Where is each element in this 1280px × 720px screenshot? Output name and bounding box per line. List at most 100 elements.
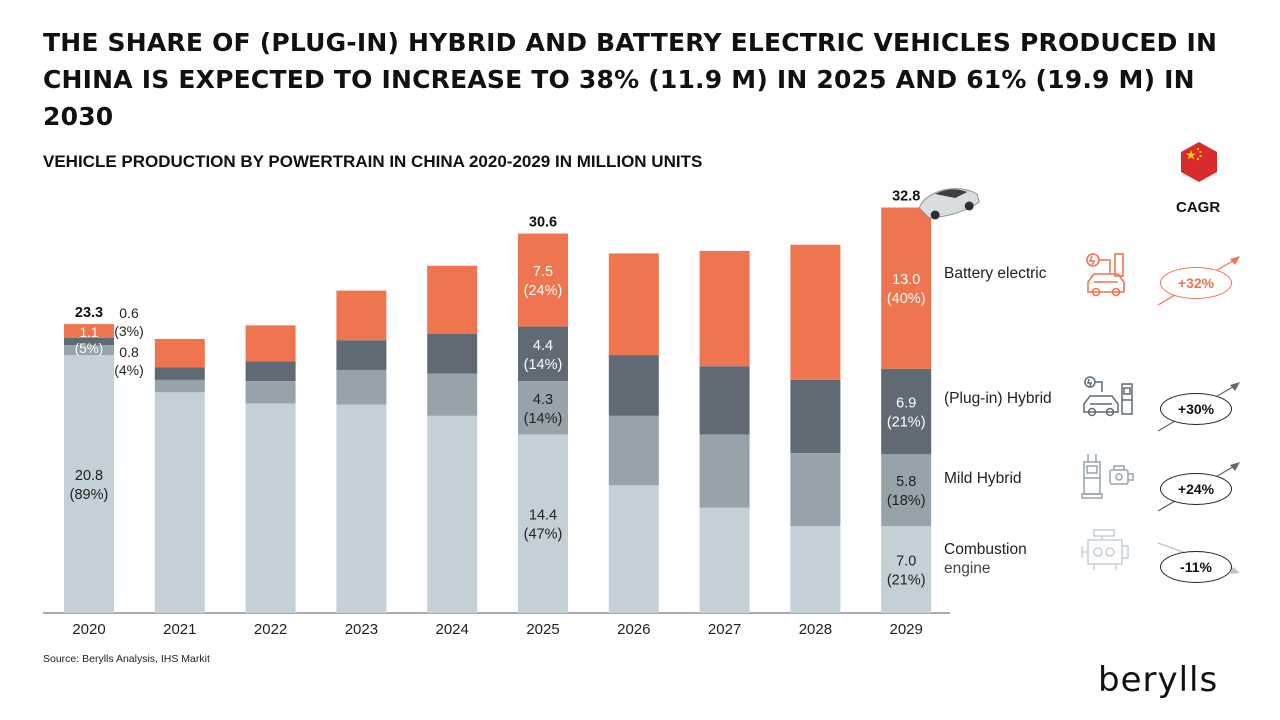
bar-segment-2026-combustion-engine bbox=[608, 485, 659, 613]
car-wheel-icon bbox=[930, 210, 940, 220]
data-label-pct-2025-1: (14%) bbox=[524, 411, 563, 427]
bar-segment-2020-combustion-engine bbox=[64, 355, 114, 613]
legend-label-mhev: Mild Hybrid bbox=[944, 469, 1022, 488]
bar-segment-2024-mild-hybrid bbox=[427, 373, 478, 416]
data-label-2020-0: 20.8 bbox=[75, 468, 103, 484]
bar-segment-2027-mild-hybrid bbox=[699, 434, 750, 508]
x-tick-2022: 2022 bbox=[254, 621, 287, 638]
bar-segment-2029-battery-electric bbox=[881, 207, 932, 369]
bar-segment-2028-battery-electric bbox=[790, 244, 841, 380]
data-label-2025-0: 14.4 bbox=[529, 508, 557, 524]
bar-segment-2029-combustion-engine bbox=[881, 526, 932, 613]
bar-segment-2020-battery-electric bbox=[64, 324, 114, 338]
legend-text-ice: Combustion bbox=[944, 541, 1027, 558]
bar-segment-2021-battery-electric bbox=[154, 338, 205, 368]
data-label-pct-2029-3: (40%) bbox=[887, 291, 926, 307]
data-label-2029-3: 13.0 bbox=[892, 272, 920, 288]
chart-subtitle: VEHICLE PRODUCTION BY POWERTRAIN IN CHIN… bbox=[43, 152, 703, 171]
bar-segment-2025-combustion-engine bbox=[518, 434, 568, 613]
data-label-2029-0: 7.0 bbox=[896, 554, 916, 570]
bar-segment-2028-mild-hybrid bbox=[790, 453, 841, 527]
x-tick-2021: 2021 bbox=[163, 621, 196, 638]
data-label-pct-2029-2: (21%) bbox=[887, 415, 926, 431]
berylls-logo: berylls bbox=[1098, 660, 1219, 700]
data-label-pct-2029-0: (21%) bbox=[887, 573, 926, 589]
cagr-badge-ice: -11% bbox=[1160, 551, 1232, 583]
data-label-pct-2025-0: (47%) bbox=[524, 527, 563, 543]
data-label-2025-2: 4.4 bbox=[533, 338, 553, 354]
data-label-2025-1: 4.3 bbox=[533, 392, 553, 408]
bar-segment-2028-plug-in-hybrid bbox=[790, 379, 841, 454]
bar-segment-2028-combustion-engine bbox=[790, 526, 841, 613]
bar-segment-2021-combustion-engine bbox=[154, 392, 205, 613]
x-tick-2020: 2020 bbox=[72, 621, 105, 638]
bar-segment-2021-mild-hybrid bbox=[154, 379, 205, 393]
data-label-2029-1: 5.8 bbox=[896, 474, 916, 490]
data-label-pct-2025-2: (14%) bbox=[524, 357, 563, 373]
x-tick-2026: 2026 bbox=[617, 621, 650, 638]
data-label-2029-2: 6.9 bbox=[896, 396, 916, 412]
page-title: THE SHARE OF (PLUG-IN) HYBRID AND BATTER… bbox=[43, 28, 1218, 131]
bar-segment-2026-plug-in-hybrid bbox=[608, 355, 659, 416]
bar-segment-2022-combustion-engine bbox=[245, 403, 296, 613]
ev-charger-icon bbox=[1080, 250, 1132, 305]
data-label-2025-3: 7.5 bbox=[533, 264, 553, 280]
bar-segment-2023-battery-electric bbox=[336, 290, 387, 341]
car-window-icon bbox=[935, 189, 968, 198]
data-label-pct-2020-bev: (5%) bbox=[75, 341, 104, 356]
bar-segment-2029-plug-in-hybrid bbox=[881, 368, 932, 455]
bar-segment-2023-combustion-engine bbox=[336, 404, 387, 613]
cagr-badge-phev: +30% bbox=[1160, 393, 1232, 425]
bar-segment-2022-battery-electric bbox=[245, 325, 296, 362]
bar-segment-2029-mild-hybrid bbox=[881, 454, 932, 527]
data-label-pct-2020-2: (3%) bbox=[114, 323, 144, 339]
bar-segment-2024-battery-electric bbox=[427, 265, 478, 334]
car-wheel-icon bbox=[964, 201, 974, 211]
bar-segment-2023-plug-in-hybrid bbox=[336, 340, 387, 370]
total-label-2025: 30.6 bbox=[529, 215, 557, 231]
data-label-pct-2020-1: (4%) bbox=[114, 362, 144, 378]
bar-segment-2022-plug-in-hybrid bbox=[245, 361, 296, 382]
x-tick-2025: 2025 bbox=[526, 621, 559, 638]
cagr-badge-mhev: +24% bbox=[1160, 473, 1232, 505]
legend-text-mhev: Mild Hybrid bbox=[944, 470, 1022, 487]
data-label-pct-2025-3: (24%) bbox=[524, 283, 563, 299]
legend-text-bev: Battery electric bbox=[944, 265, 1047, 282]
bar-segment-2026-mild-hybrid bbox=[608, 415, 659, 486]
total-label-2020: 23.3 bbox=[75, 305, 103, 321]
x-tick-2027: 2027 bbox=[708, 621, 741, 638]
bar-segment-2027-plug-in-hybrid bbox=[699, 366, 750, 435]
total-label-2029: 32.8 bbox=[892, 189, 920, 205]
bar-segment-2024-combustion-engine bbox=[427, 415, 478, 613]
engine-icon bbox=[1080, 526, 1136, 577]
legend-subtext-ice: engine bbox=[944, 560, 991, 577]
bar-segment-2027-combustion-engine bbox=[699, 507, 750, 613]
x-tick-2023: 2023 bbox=[345, 621, 378, 638]
bar-segment-2027-battery-electric bbox=[699, 250, 750, 367]
data-label-2020-1: 0.8 bbox=[119, 344, 139, 360]
source-note: Source: Berylls Analysis, IHS Markit bbox=[43, 653, 210, 665]
china-flag-icon bbox=[1181, 142, 1217, 182]
cagr-heading: CAGR bbox=[1176, 199, 1221, 216]
legend-label-ice: Combustion engine bbox=[944, 540, 1027, 578]
bar-segment-2025-battery-electric bbox=[518, 233, 568, 327]
legend-label-phev: (Plug-in) Hybrid bbox=[944, 389, 1052, 408]
x-tick-2029: 2029 bbox=[890, 621, 923, 638]
bar-segment-2026-battery-electric bbox=[608, 253, 659, 356]
hybrid-car-icon bbox=[1080, 374, 1136, 425]
data-label-2020-2: 0.6 bbox=[119, 305, 139, 321]
x-tick-2028: 2028 bbox=[799, 621, 832, 638]
bar-segment-2023-mild-hybrid bbox=[336, 369, 387, 405]
bar-segment-2021-plug-in-hybrid bbox=[154, 367, 205, 380]
data-label-pct-2029-1: (18%) bbox=[887, 493, 926, 509]
data-label-pct-2020-0: (89%) bbox=[70, 487, 109, 503]
x-tick-2024: 2024 bbox=[436, 621, 469, 638]
legend-label-bev: Battery electric bbox=[944, 264, 1047, 283]
bar-segment-2020-plug-in-hybrid bbox=[64, 337, 114, 346]
bar-segment-2022-mild-hybrid bbox=[245, 381, 296, 404]
bar-segment-2024-plug-in-hybrid bbox=[427, 334, 478, 374]
legend-text-phev: (Plug-in) Hybrid bbox=[944, 390, 1052, 407]
bar-segment-2020-mild-hybrid bbox=[64, 345, 114, 356]
fuel-pump-icon bbox=[1080, 454, 1136, 505]
